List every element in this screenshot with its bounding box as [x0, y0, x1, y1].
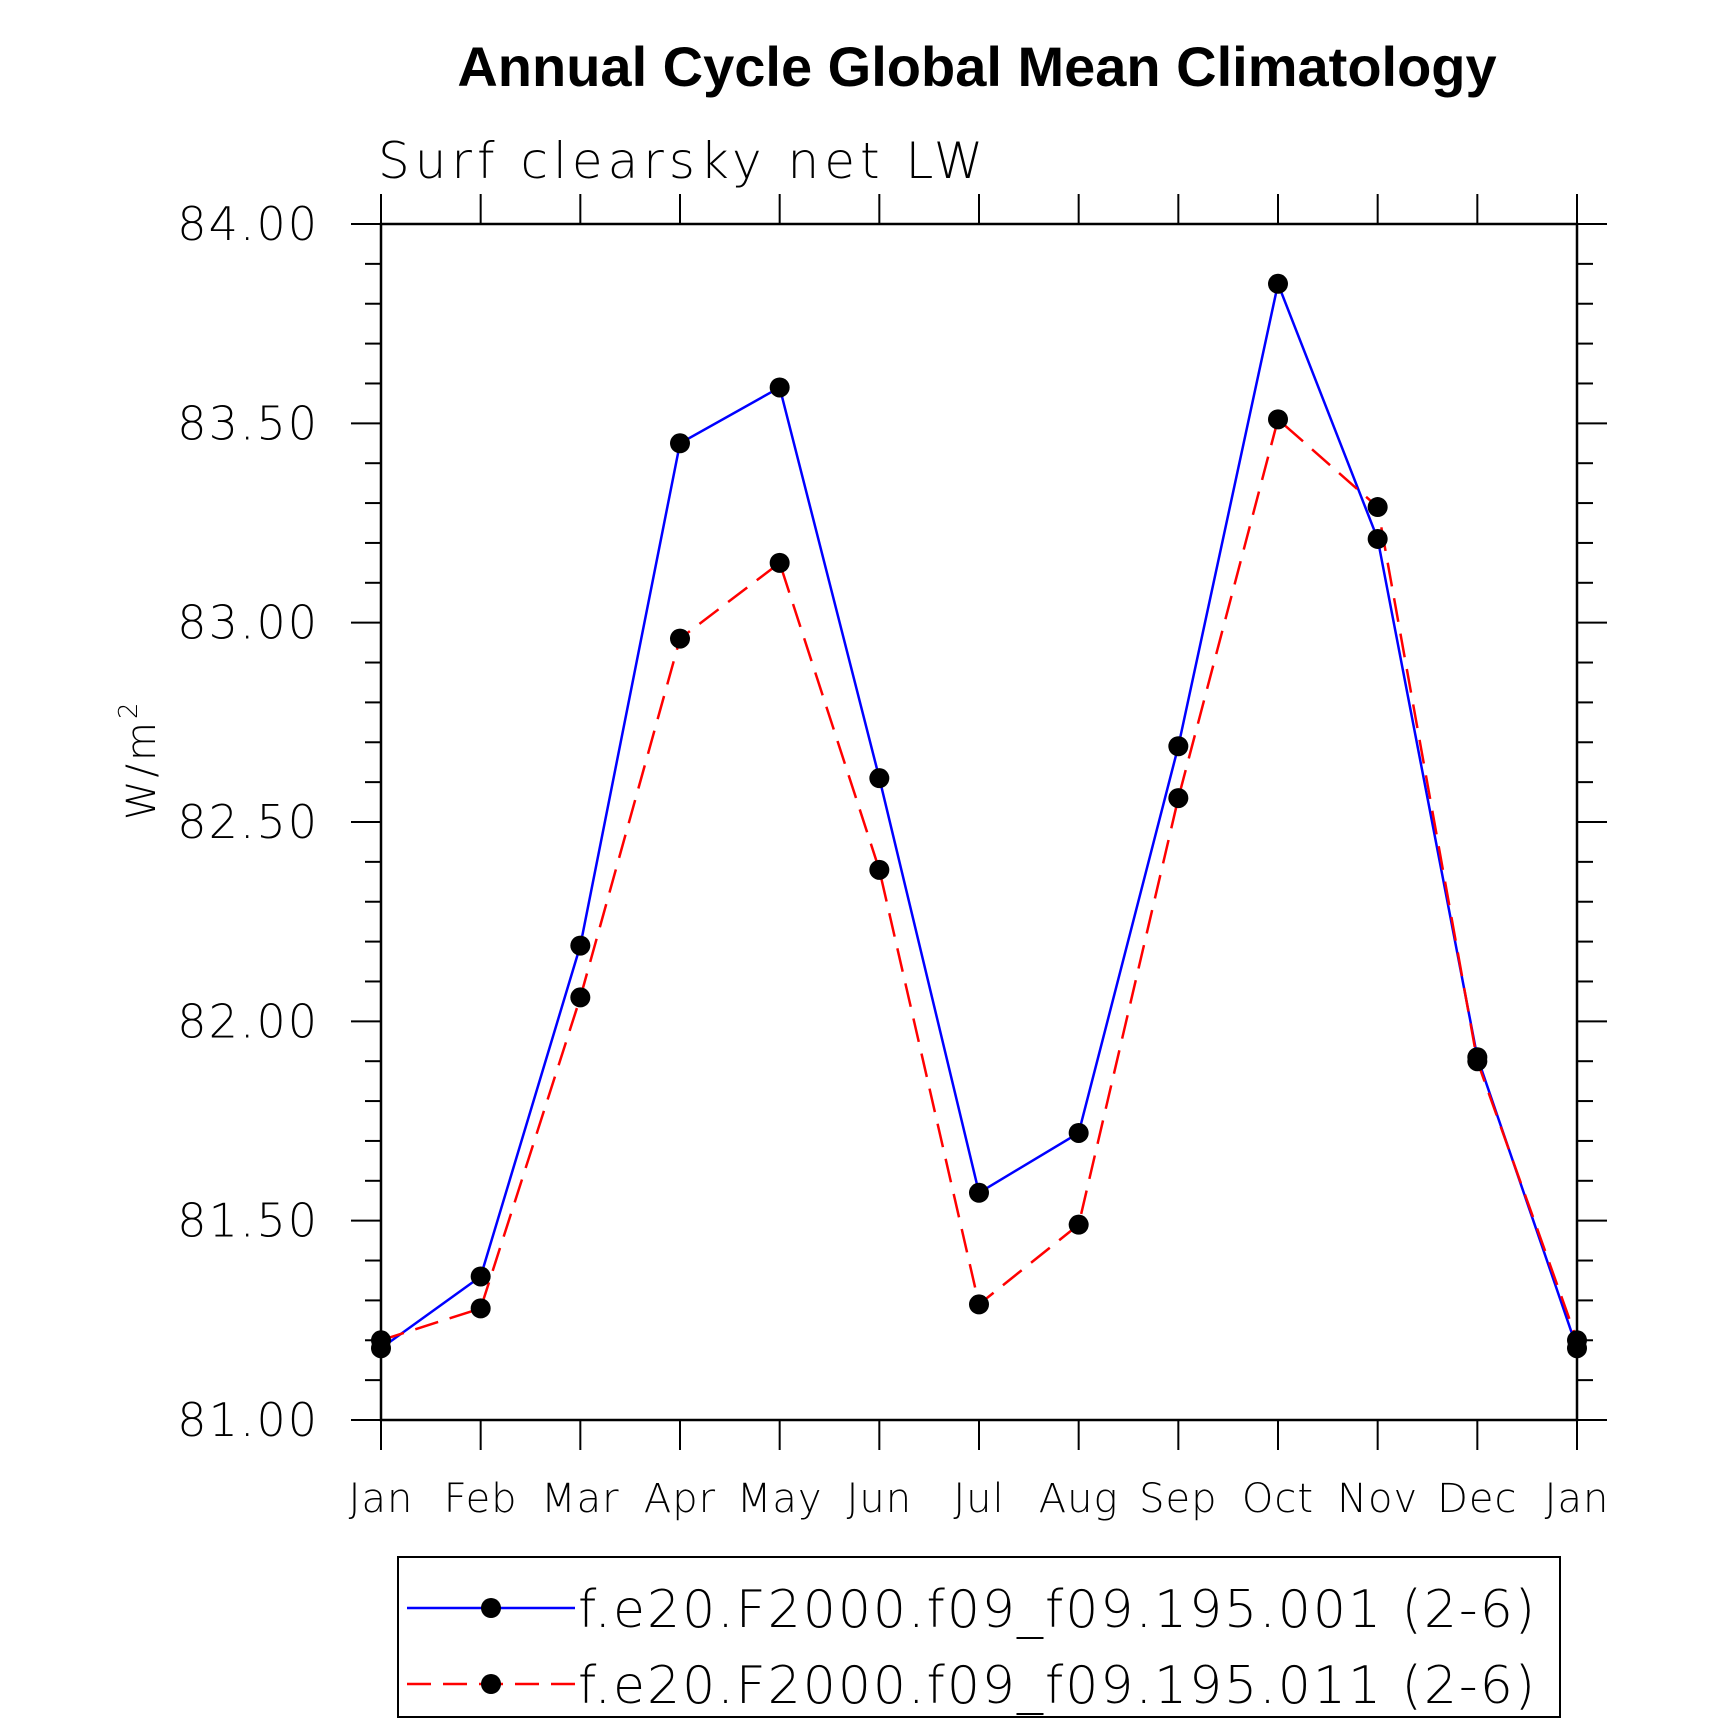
data-point-series-1 — [969, 1182, 989, 1203]
y-tick-label: 81.50 — [177, 1194, 319, 1248]
x-tick-label: May — [737, 1476, 823, 1522]
data-point-series-2 — [1567, 1330, 1587, 1351]
chart-subtitle: Surf clearsky net LW — [378, 132, 988, 190]
data-point-series-2 — [969, 1294, 989, 1315]
y-tick-label: 81.00 — [177, 1393, 319, 1447]
x-tick-label: Nov — [1337, 1476, 1418, 1522]
data-point-series-2 — [869, 859, 890, 880]
x-tick-label: Jan — [349, 1476, 414, 1522]
data-point-series-2 — [1068, 1214, 1089, 1235]
x-tick-label: Apr — [644, 1476, 716, 1522]
x-tick-label: Jun — [847, 1476, 913, 1522]
legend-label: f.e20.F2000.f09_f09.195.001 (2-6) — [578, 1580, 1537, 1640]
legend-swatch-marker — [481, 1598, 501, 1618]
series-layer — [371, 273, 1587, 1359]
y-axis-label-superscript: 2 — [114, 699, 144, 719]
x-tick-label: Jul — [953, 1476, 1004, 1522]
data-point-series-2 — [1168, 788, 1189, 809]
chart-title: Annual Cycle Global Mean Climatology — [457, 35, 1496, 98]
data-point-series-2 — [769, 552, 790, 573]
data-point-series-1 — [570, 935, 591, 956]
x-tick-label: Jan — [1545, 1476, 1610, 1522]
x-tick-label: Feb — [444, 1476, 518, 1522]
y-axis: 81.00 81.50 82.00 82.50 83.00 83.50 84.00 — [177, 197, 1607, 1447]
data-point-series-1 — [869, 768, 890, 789]
y-axis-label: W/m2 — [114, 699, 165, 820]
data-point-series-1 — [1068, 1122, 1089, 1143]
data-point-series-1 — [769, 377, 790, 398]
x-axis: Jan Feb Mar Apr May Jun Jul Aug Sep Oct Nov Dec Jan — [349, 194, 1610, 1522]
legend-box — [397, 1556, 1561, 1718]
data-point-series-1 — [1168, 736, 1189, 757]
y-tick-label: 84.00 — [177, 197, 319, 251]
y-tick-label: 83.00 — [177, 596, 319, 650]
y-tick-label: 82.00 — [177, 994, 319, 1048]
data-point-series-2 — [1367, 497, 1388, 518]
data-point-series-2 — [1467, 1051, 1488, 1072]
data-point-series-2 — [570, 987, 591, 1008]
data-point-series-1 — [470, 1266, 491, 1287]
legend-label: f.e20.F2000.f09_f09.195.011 (2-6) — [578, 1656, 1537, 1716]
y-tick-label: 83.50 — [177, 396, 319, 450]
x-tick-label: Sep — [1139, 1476, 1217, 1522]
legend: f.e20.F2000.f09_f09.195.001 (2-6) f.e20.F… — [397, 1556, 1561, 1718]
data-point-series-1 — [1367, 528, 1388, 549]
data-point-series-1 — [670, 433, 690, 454]
x-tick-label: Oct — [1242, 1476, 1314, 1522]
data-point-series-2 — [670, 628, 690, 649]
data-point-series-2 — [1268, 409, 1288, 430]
data-point-series-2 — [470, 1298, 491, 1319]
x-tick-label: Mar — [541, 1476, 619, 1522]
data-point-series-1 — [1268, 273, 1288, 294]
data-point-series-2 — [371, 1330, 391, 1351]
x-tick-label: Dec — [1437, 1476, 1517, 1522]
legend-swatch-marker — [481, 1674, 501, 1694]
x-tick-label: Aug — [1039, 1476, 1119, 1522]
plot-frame — [379, 222, 1579, 1422]
y-tick-label: 82.50 — [177, 795, 319, 849]
